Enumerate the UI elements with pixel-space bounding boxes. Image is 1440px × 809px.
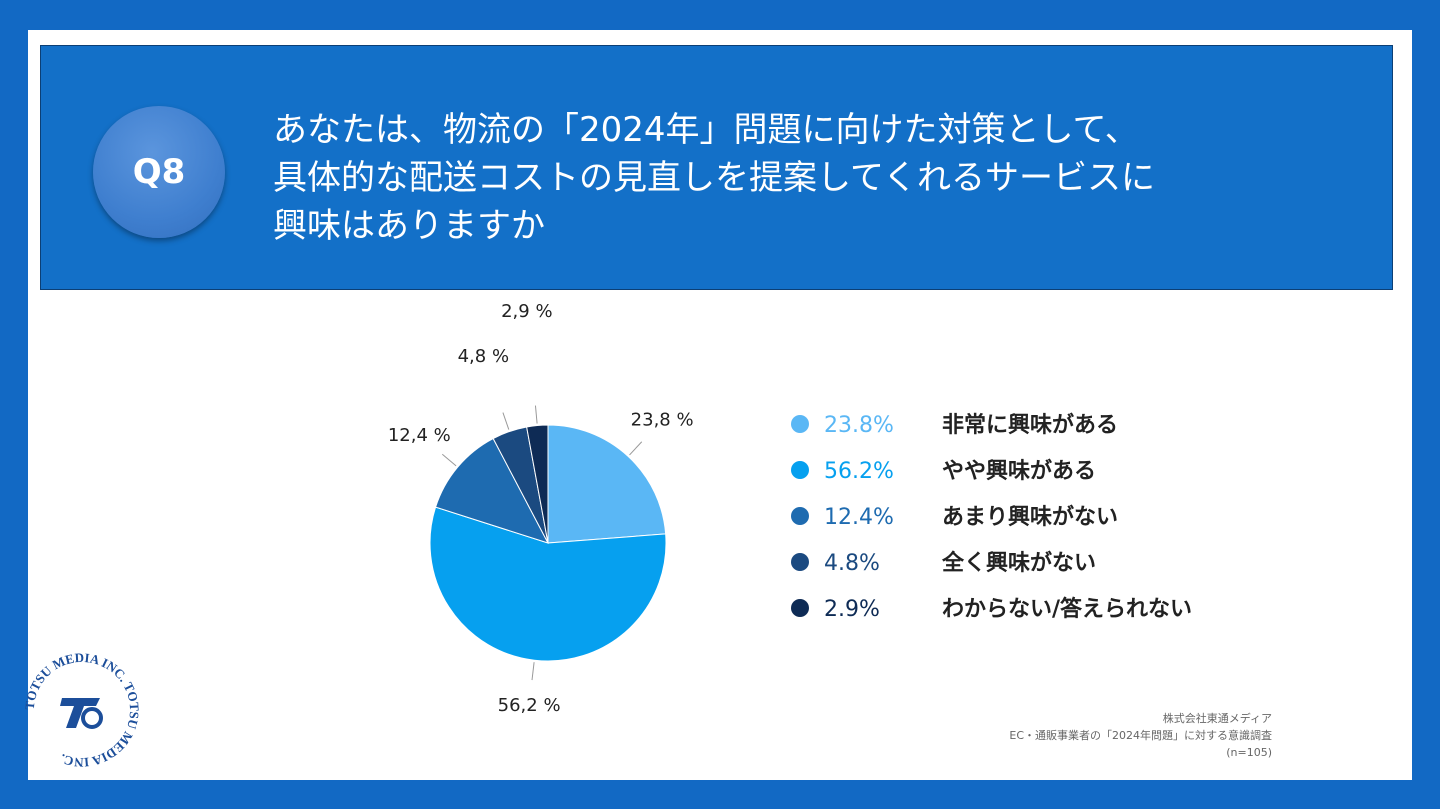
pie-data-label-3: 12,4 % [388, 425, 451, 446]
pie-slice-1 [547, 424, 667, 544]
legend-percent-1: 23.8% [824, 413, 894, 438]
question-line-2: 具体的な配送コストの見直しを提案してくれるサービスに [273, 158, 1155, 198]
question-text: あなたは、物流の「2024年」問題に向けた対策として、 具体的な配送コストの見直… [273, 106, 1353, 250]
legend-marker-2 [791, 461, 809, 479]
question-header: Q8 あなたは、物流の「2024年」問題に向けた対策として、 具体的な配送コスト… [40, 45, 1393, 290]
legend-percent-4: 4.8% [824, 551, 880, 576]
legend-marker-4 [791, 553, 809, 571]
pie-leader-3 [441, 453, 457, 467]
source-note: 株式会社東通メディア EC・通販事業者の「2024年問題」に対する意識調査 (n… [1009, 710, 1272, 761]
legend-label-4: 全く興味がない [941, 550, 1096, 576]
source-sample: (n=105) [1226, 746, 1272, 759]
slide: Q8 あなたは、物流の「2024年」問題に向けた対策として、 具体的な配送コスト… [28, 30, 1412, 780]
totsu-media-logo: TOTSU MEDIA INC. TOTSU MEDIA INC. [22, 650, 142, 774]
legend-marker-3 [791, 507, 809, 525]
question-line-1: あなたは、物流の「2024年」問題に向けた対策として、 [273, 110, 1139, 150]
question-badge: Q8 [93, 106, 225, 238]
pie-slice-2 [429, 506, 667, 662]
source-company: 株式会社東通メディア [1162, 712, 1272, 725]
pie-leader-5 [534, 405, 538, 424]
pie-leader-4 [502, 412, 510, 430]
source-survey: EC・通販事業者の「2024年問題」に対する意識調査 [1009, 729, 1272, 742]
legend-label-2: やや興味がある [942, 458, 1096, 484]
pie-leader-1 [629, 441, 643, 456]
pie-data-label-4: 4,8 % [458, 346, 509, 367]
pie-data-label-2: 56,2 % [498, 695, 561, 716]
pie-chart: 23,8 % 56,2 % 12,4 % 4,8 % 2,9 % 23.8% 非常に興味があ… [388, 301, 1192, 716]
legend-label-1: 非常に興味がある [942, 412, 1118, 438]
question-line-3: 興味はありますか [273, 206, 545, 246]
legend-percent-2: 56.2% [824, 459, 894, 484]
legend-label-3: あまり興味がない [942, 504, 1118, 530]
pie-leader-2 [531, 662, 535, 681]
legend-marker-5 [791, 599, 809, 617]
pie-slice-3 [434, 437, 550, 544]
legend-percent-3: 12.4% [824, 505, 894, 530]
pie-data-label-5: 2,9 % [501, 301, 552, 322]
legend-label-5: わからない/答えられない [942, 596, 1192, 622]
pie-data-label-1: 23,8 % [631, 410, 694, 431]
legend-marker-1 [791, 415, 809, 433]
pie-slice-5 [526, 424, 549, 544]
legend-percent-5: 2.9% [824, 597, 880, 622]
